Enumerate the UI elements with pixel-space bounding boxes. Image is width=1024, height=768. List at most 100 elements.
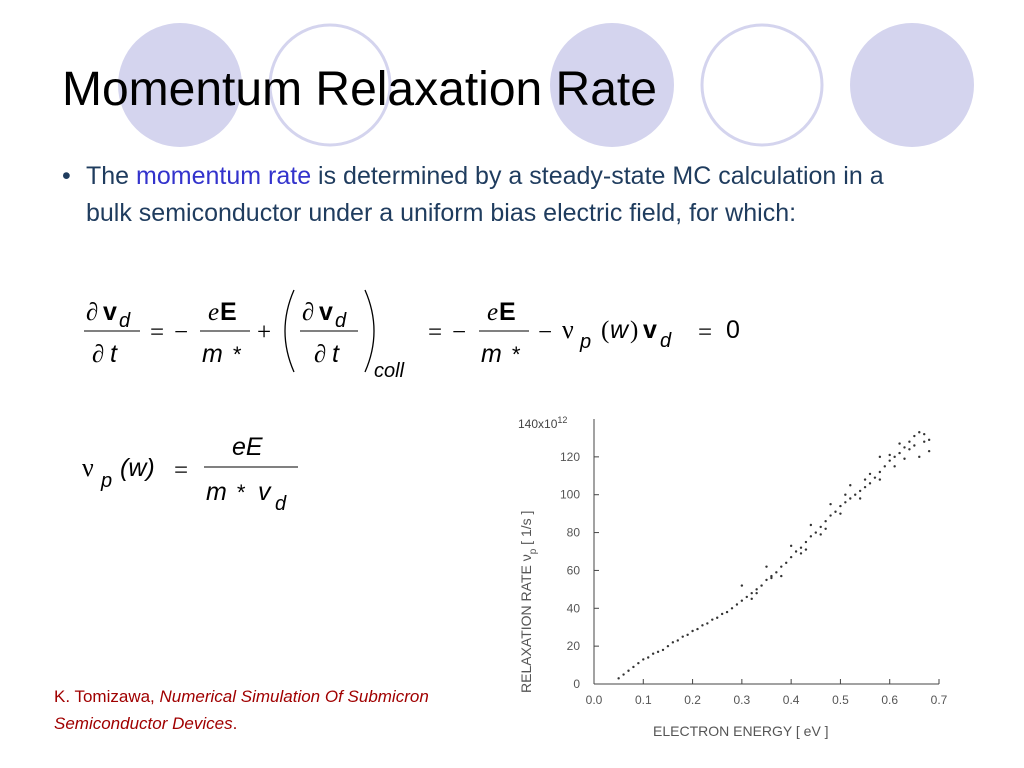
- chart-point: [799, 552, 803, 555]
- chart-point: [651, 652, 655, 655]
- eq1-right-paren: [364, 289, 375, 373]
- eq2-sub-d: d: [275, 493, 287, 515]
- chart-point: [656, 650, 660, 654]
- citation-end: .: [232, 714, 238, 733]
- eq1-star: *: [511, 342, 521, 367]
- chart-point: [760, 584, 763, 587]
- chart-x-tick-label: 0.7: [931, 693, 948, 707]
- chart-point: [918, 455, 921, 459]
- eq1-equals: =: [698, 319, 712, 346]
- chart-point: [617, 677, 620, 680]
- chart-point: [809, 535, 813, 538]
- eq1-coll: coll: [374, 360, 405, 382]
- chart-point: [666, 644, 670, 648]
- chart-point: [913, 434, 916, 438]
- chart-point: [927, 438, 931, 442]
- citation: K. Tomizawa, Numerical Simulation Of Sub…: [54, 683, 474, 737]
- chart-point: [888, 459, 891, 462]
- chart-point: [622, 673, 625, 676]
- chart-y-label-sub: p: [528, 548, 539, 554]
- chart-point: [765, 578, 768, 582]
- chart-point: [854, 493, 857, 496]
- chart-point: [720, 612, 724, 616]
- slide-title: Momentum Relaxation Rate: [62, 63, 657, 116]
- eq2-numerator: eE: [232, 433, 263, 461]
- chart-point: [868, 482, 872, 485]
- bullet-highlight: momentum rate: [136, 162, 312, 190]
- eq1-sub-d: d: [660, 330, 672, 352]
- chart-x-tick-label: 0.3: [734, 693, 751, 707]
- chart-point: [893, 455, 896, 459]
- eq1-t: t: [110, 340, 118, 368]
- eq1-v: v: [643, 316, 657, 344]
- chart-point: [691, 629, 694, 633]
- chart-point: [804, 548, 808, 551]
- chart-point: [686, 633, 689, 636]
- chart-y-tick-label: 100: [560, 488, 580, 502]
- chart-point: [858, 497, 862, 500]
- chart-point: [755, 588, 758, 591]
- chart-point: [716, 616, 719, 619]
- eq2-star: *: [236, 480, 246, 505]
- eq1-e: e: [208, 299, 219, 326]
- eq1-nu: ν: [562, 315, 574, 344]
- chart-point: [873, 476, 877, 479]
- citation-title: Numerical Simulation Of Submicron Semico…: [54, 687, 429, 733]
- chart-y-tick-label: 0: [573, 677, 580, 691]
- chart-point: [627, 669, 630, 672]
- chart-point: [858, 489, 862, 493]
- chart-point: [927, 449, 931, 453]
- chart-point: [637, 661, 640, 665]
- eq1-m: m: [202, 340, 223, 368]
- chart-plot-area: [593, 419, 939, 685]
- citation-author: K. Tomizawa,: [54, 687, 160, 706]
- chart-points: [617, 431, 931, 680]
- eq1-rparen: ): [630, 317, 638, 344]
- chart-point: [740, 599, 744, 602]
- chart-point: [711, 618, 714, 621]
- chart-point: [839, 512, 842, 515]
- chart-x-tick-label: 0.6: [881, 693, 898, 707]
- eq2-w-arg: (w): [120, 454, 155, 482]
- chart-y-label-main: RELAXATION RATE ν: [518, 554, 534, 693]
- chart-y-label-unit: [ 1/s ]: [518, 511, 534, 549]
- chart-point: [829, 502, 832, 506]
- chart-y-label: RELAXATION RATE νp [ 1/s ]: [518, 511, 539, 693]
- chart-point: [804, 540, 808, 544]
- chart-point: [755, 591, 758, 595]
- chart-point: [632, 665, 635, 669]
- chart-y-max-base: 140x10: [518, 417, 558, 431]
- eq1-lparen: (: [601, 317, 609, 344]
- eq1-E: E: [499, 298, 516, 326]
- chart-point: [765, 565, 768, 568]
- chart-point: [785, 561, 788, 565]
- chart-point: [681, 635, 684, 638]
- chart-point: [844, 501, 847, 504]
- chart-point: [913, 444, 916, 447]
- chart-point: [661, 648, 665, 652]
- chart-point: [819, 525, 822, 529]
- eq1-w: w: [610, 316, 630, 344]
- chart-point: [878, 455, 882, 459]
- eq1-v: v: [319, 298, 333, 326]
- eq1-sub-d: d: [119, 310, 131, 332]
- chart-point: [849, 497, 852, 500]
- eq1-m: m: [481, 340, 502, 368]
- chart-point: [735, 603, 739, 606]
- chart-point: [918, 431, 921, 434]
- chart-point: [642, 658, 645, 661]
- eq1-partial: ∂: [314, 341, 326, 368]
- chart-point: [888, 453, 891, 457]
- chart-point: [903, 446, 906, 449]
- chart-point: [829, 514, 832, 517]
- chart-y-tick-label: 80: [567, 526, 581, 540]
- chart-point: [671, 641, 675, 644]
- chart-point: [898, 451, 901, 455]
- eq2-v: v: [258, 478, 272, 506]
- bullet-dot: •: [62, 162, 71, 190]
- eq1-v: v: [103, 298, 117, 326]
- chart-point: [893, 465, 896, 468]
- eq1-zero: 0: [726, 316, 740, 344]
- chart-point: [814, 531, 817, 534]
- eq1-partial: ∂: [92, 341, 104, 368]
